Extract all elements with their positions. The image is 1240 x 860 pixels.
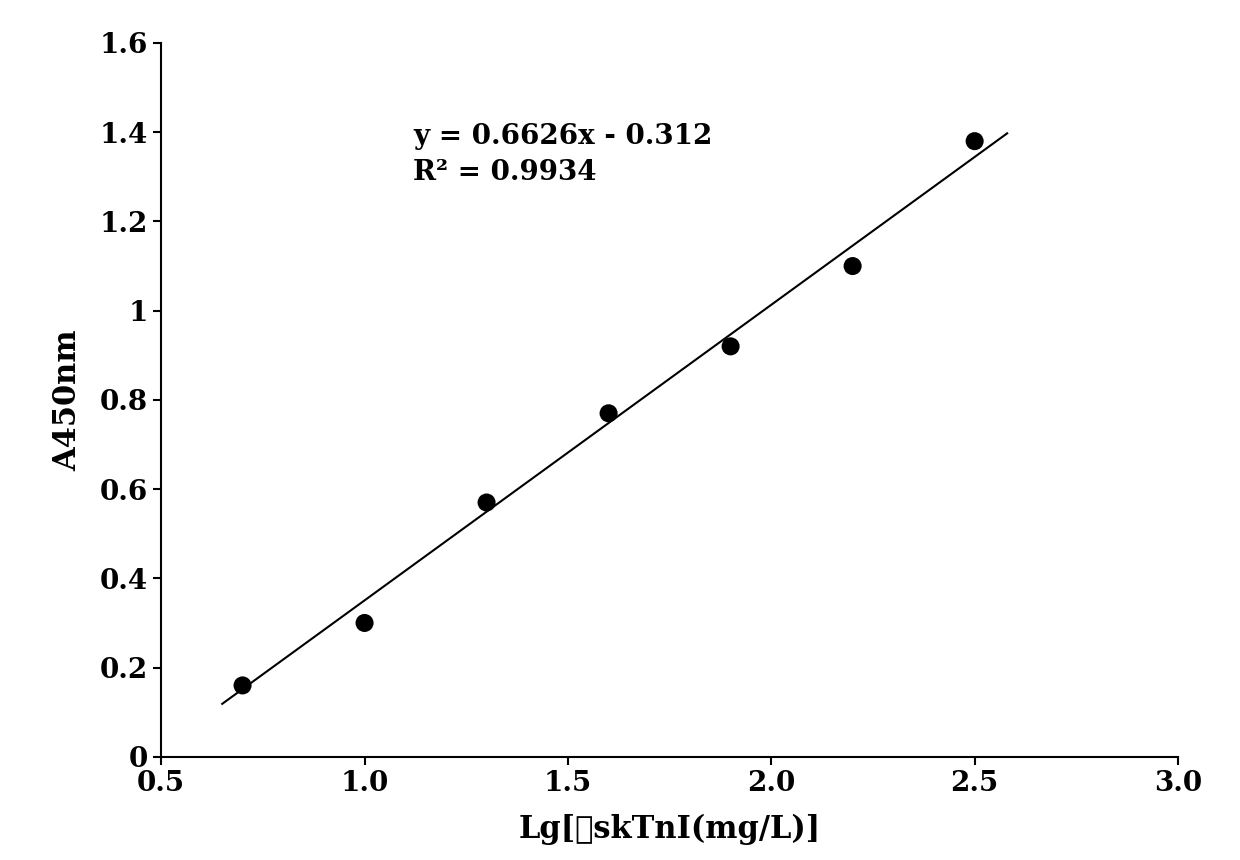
Point xyxy=(476,495,496,509)
Y-axis label: A450nm: A450nm xyxy=(52,329,83,470)
Point xyxy=(843,259,863,273)
X-axis label: Lg[羊skTnI(mg/L)]: Lg[羊skTnI(mg/L)] xyxy=(518,814,821,845)
Point xyxy=(599,407,619,421)
Point xyxy=(355,616,374,630)
Point xyxy=(720,340,740,353)
Point xyxy=(965,134,985,148)
Text: y = 0.6626x - 0.312
R² = 0.9934: y = 0.6626x - 0.312 R² = 0.9934 xyxy=(413,123,713,186)
Point xyxy=(233,679,253,692)
